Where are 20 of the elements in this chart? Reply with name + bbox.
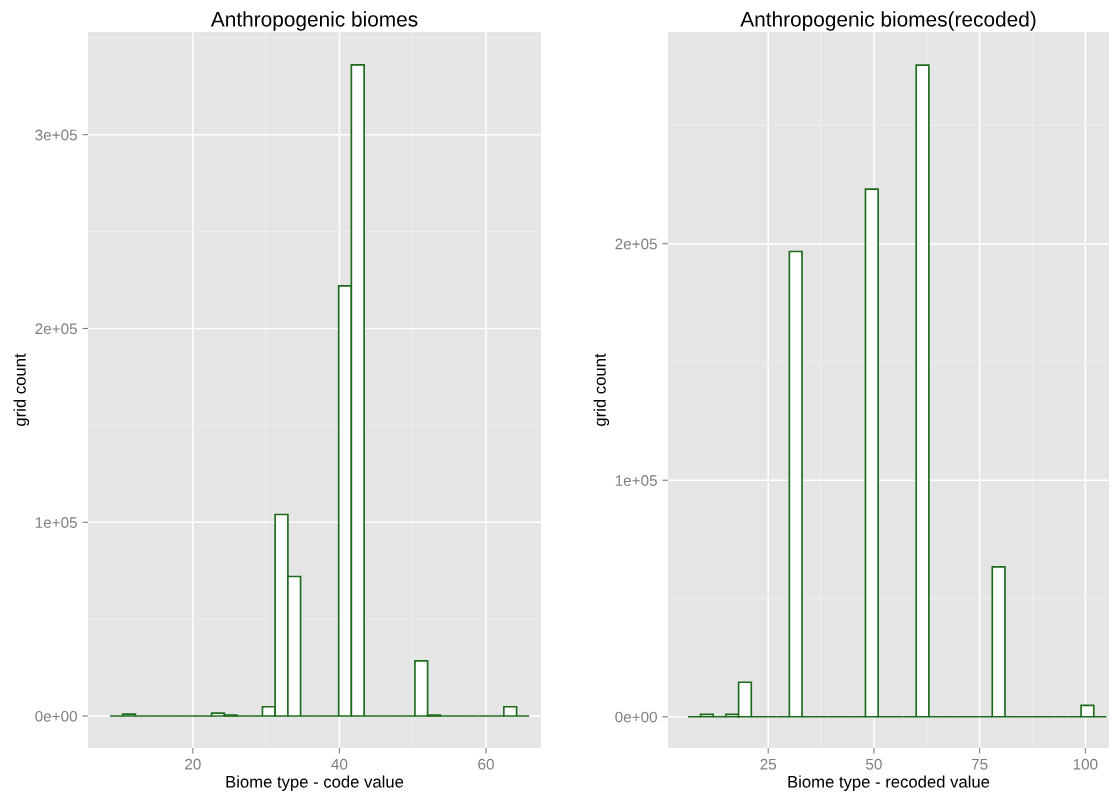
y-axis-title: grid count xyxy=(593,353,610,426)
y-tick-label: 0e+00 xyxy=(615,711,657,723)
x-tick-label: 60 xyxy=(478,758,494,770)
x-tick-label: 75 xyxy=(971,758,988,770)
x-tick-label: 25 xyxy=(760,758,777,770)
x-tick-label: 40 xyxy=(331,758,348,770)
x-tick-label: 100 xyxy=(1073,758,1098,770)
y-tick-label: 2e+05 xyxy=(35,323,77,335)
y-tick-label: 1e+05 xyxy=(615,475,657,486)
y-tick-label: 1e+05 xyxy=(35,517,77,528)
x-axis-title: Biome type - recoded value xyxy=(788,775,990,791)
y-axis-title: grid count xyxy=(13,353,30,426)
x-tick-label: 20 xyxy=(185,758,201,770)
y-tick-label: 2e+05 xyxy=(615,238,657,250)
x-axis-title: Biome type - code value xyxy=(226,775,404,791)
x-tick-label: 50 xyxy=(866,758,882,770)
y-tick-label: 3e+05 xyxy=(35,129,77,141)
y-tick-label: 0e+00 xyxy=(35,710,77,722)
chart-title: Anthropogenic biomes xyxy=(210,11,418,31)
chart-title: Anthropogenic biomes(recoded) xyxy=(740,11,1036,31)
